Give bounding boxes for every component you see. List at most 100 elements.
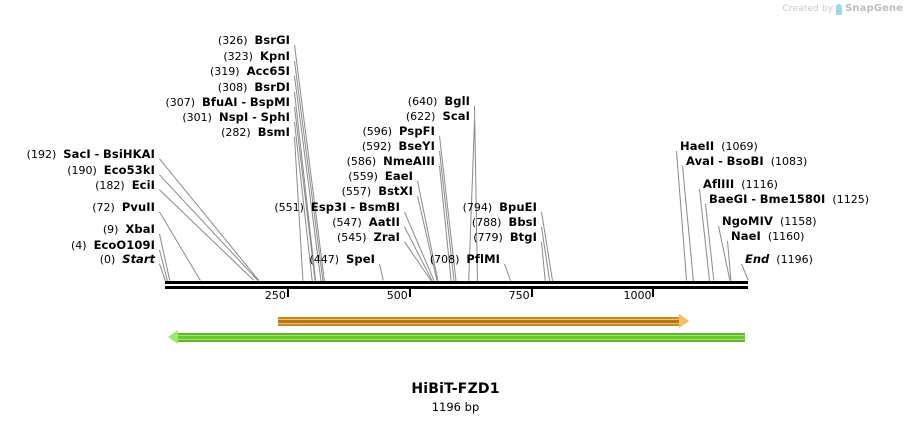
site-position: (559) xyxy=(348,170,378,183)
enzyme-name: BseYI xyxy=(398,139,435,153)
restriction-site-label[interactable]: (319) Acc65I xyxy=(0,65,290,78)
restriction-site-label[interactable]: AvaI - BsoBI (1083) xyxy=(686,155,807,168)
watermark-prefix: Created by xyxy=(782,3,834,14)
enzyme-name: ZraI xyxy=(373,230,400,244)
enzyme-name: PflMI xyxy=(466,252,500,266)
restriction-site-label[interactable]: BaeGI - Bme1580I (1125) xyxy=(709,193,869,206)
site-position: (1069) xyxy=(721,140,758,153)
snapgene-watermark: Created by SnapGene xyxy=(782,3,903,15)
orange-feature-arrow[interactable] xyxy=(278,314,690,328)
site-position: (326) xyxy=(217,34,248,47)
enzyme-separator: - xyxy=(237,96,250,109)
enzyme-name: BsrDI xyxy=(254,80,290,94)
enzyme-name: End xyxy=(745,252,770,266)
enzyme-name: NspI xyxy=(218,110,249,124)
enzyme-name: BsrGI xyxy=(254,33,290,47)
restriction-site-label[interactable]: (282) BsmI xyxy=(0,126,290,139)
restriction-site-label[interactable]: End (1196) xyxy=(745,253,813,266)
enzyme-name: AatII xyxy=(368,215,400,229)
restriction-site-label[interactable]: (596) PspFI xyxy=(0,125,435,138)
site-position: (779) xyxy=(473,231,503,244)
restriction-site-label[interactable]: (545) ZraI xyxy=(0,231,400,244)
site-position: (4) xyxy=(70,239,87,252)
restriction-site-label[interactable]: (622) ScaI xyxy=(0,110,470,123)
restriction-site-label[interactable]: (794) BpuEI xyxy=(0,201,537,214)
site-position: (1196) xyxy=(776,253,813,266)
sequence-ruler: 250 500 750 1000 xyxy=(165,289,748,305)
enzyme-name: EciI xyxy=(131,178,155,192)
orange-feature-core xyxy=(278,320,681,323)
restriction-site-label[interactable]: (182) EciI xyxy=(0,179,155,192)
enzyme-name: Esp3I xyxy=(310,200,347,214)
site-position: (182) xyxy=(95,179,125,192)
site-position: (794) xyxy=(462,201,493,214)
enzyme-name: BtgI xyxy=(509,230,537,244)
restriction-site-label[interactable]: (301) NspI - SphI xyxy=(0,111,290,124)
restriction-site-label[interactable]: (559) EaeI xyxy=(0,170,413,183)
site-position: (1158) xyxy=(779,215,817,228)
restriction-site-label[interactable]: (308) BsrDI xyxy=(0,81,290,94)
enzyme-name: BsoBI xyxy=(726,154,764,168)
restriction-site-label[interactable]: (708) PflMI xyxy=(0,253,500,266)
restriction-site-label[interactable]: (9) XbaI xyxy=(0,223,155,236)
enzyme-name: BglI xyxy=(444,94,470,108)
backbone-line-top xyxy=(165,281,748,284)
restriction-site-label[interactable]: HaeII (1069) xyxy=(680,140,758,153)
restriction-site-label[interactable]: (547) AatII xyxy=(0,216,400,229)
enzyme-name: PvuII xyxy=(121,200,155,214)
site-position: (323) xyxy=(223,50,253,63)
site-leader-line xyxy=(741,263,749,281)
restriction-site-label[interactable]: NaeI (1160) xyxy=(731,230,804,243)
restriction-site-label[interactable]: (788) BbsI xyxy=(0,216,537,229)
enzyme-name: ScaI xyxy=(442,109,470,123)
site-position: (551) xyxy=(274,201,304,214)
site-position: (308) xyxy=(217,81,248,94)
ruler-tick-label: 250 xyxy=(264,289,286,302)
restriction-site-label[interactable]: (779) BtgI xyxy=(0,231,537,244)
site-leader-line xyxy=(504,263,512,281)
restriction-site-label[interactable]: (326) BsrGI xyxy=(0,34,290,47)
restriction-site-label[interactable]: (190) Eco53kI xyxy=(0,164,155,177)
restriction-site-label[interactable]: (592) BseYI xyxy=(0,140,435,153)
restriction-site-label[interactable]: (72) PvuII xyxy=(0,201,155,214)
green-feature-arrow[interactable] xyxy=(167,330,746,344)
site-leader-line xyxy=(705,203,715,281)
enzyme-name: SpeI xyxy=(346,252,375,266)
restriction-site-label[interactable]: (323) KpnI xyxy=(0,50,290,63)
site-position: (1116) xyxy=(741,178,778,191)
site-leader-line xyxy=(379,263,384,281)
site-position: (592) xyxy=(361,140,392,153)
site-position: (622) xyxy=(405,110,436,123)
restriction-site-label[interactable]: (307) BfuAI - BspMI xyxy=(0,96,290,109)
site-position: (1125) xyxy=(832,193,869,206)
enzyme-name: BstXI xyxy=(378,184,413,198)
enzyme-name: HaeII xyxy=(680,139,715,153)
watermark-brand: SnapGene xyxy=(845,3,903,14)
enzyme-name: NgoMIV xyxy=(722,214,773,228)
site-position: (596) xyxy=(362,125,393,138)
site-position: (545) xyxy=(336,231,367,244)
restriction-site-label[interactable]: (4) EcoO109I xyxy=(0,239,155,252)
site-position: (1160) xyxy=(767,230,805,243)
title-block: HiBiT-FZD1 1196 bp xyxy=(0,381,911,414)
restriction-site-label[interactable]: (192) SacI - BsiHKAI xyxy=(0,148,155,161)
restriction-site-label[interactable]: AflIII (1116) xyxy=(703,178,778,191)
restriction-site-label[interactable]: NgoMIV (1158) xyxy=(722,215,817,228)
site-position: (0) xyxy=(99,253,116,266)
restriction-site-label[interactable]: (640) BglI xyxy=(0,95,470,108)
enzyme-name: BsiHKAI xyxy=(103,147,155,161)
green-feature-core xyxy=(176,336,746,339)
backbone-line-bottom xyxy=(165,286,748,289)
restriction-site-label[interactable]: (557) BstXI xyxy=(0,185,413,198)
orange-feature-arrowhead xyxy=(679,314,690,328)
restriction-site-label[interactable]: (551) Esp3I - BsmBI xyxy=(0,201,400,214)
enzyme-name: Bme1580I xyxy=(759,192,826,206)
enzyme-name: SphI xyxy=(260,110,290,124)
restriction-site-label[interactable]: (586) NmeAIII xyxy=(0,155,435,168)
enzyme-separator: - xyxy=(90,148,104,161)
enzyme-name: KpnI xyxy=(259,49,290,63)
restriction-site-label[interactable]: (0) Start xyxy=(0,253,155,266)
sequence-title: HiBiT-FZD1 xyxy=(411,381,500,397)
restriction-site-label[interactable]: (447) SpeI xyxy=(0,253,375,266)
